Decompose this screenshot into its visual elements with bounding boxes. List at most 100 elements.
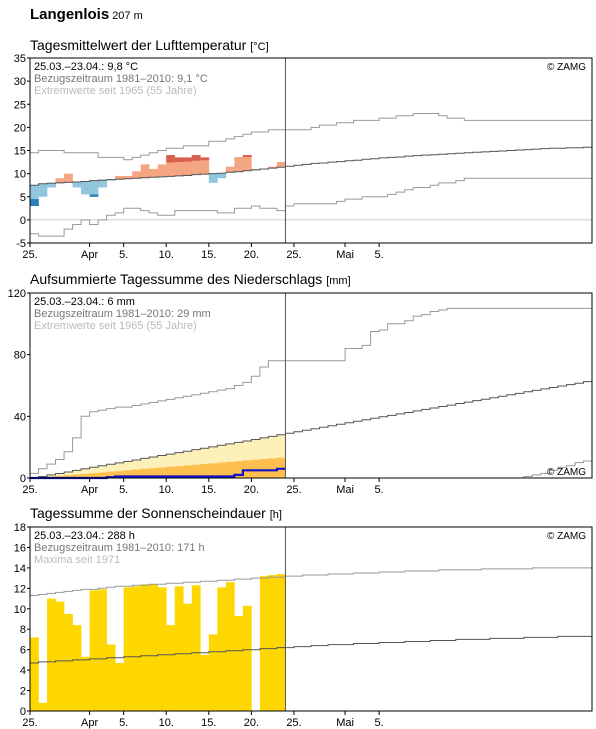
sun-bar xyxy=(268,575,278,711)
station-name: Langenlois xyxy=(30,6,110,23)
sun-ytick-label: 4 xyxy=(20,665,26,677)
precip-panel-title: Aufsummierte Tagessumme des Niederschlag… xyxy=(30,271,351,287)
sun-ytick-label: 16 xyxy=(14,542,26,554)
temp-bar xyxy=(64,173,73,183)
sun-bar xyxy=(174,586,184,711)
sun-info-line: Bezugszeitraum 1981–2010: 171 h xyxy=(34,542,205,554)
sun-ytick-label: 2 xyxy=(20,686,26,698)
temp-bar-extreme xyxy=(30,199,39,206)
precip-xtick-label: Apr xyxy=(81,484,98,496)
temp-bar xyxy=(47,183,56,188)
sun-ytick-label: 12 xyxy=(14,583,26,595)
sun-xtick-label: 25. xyxy=(286,717,301,729)
precip-max-line xyxy=(30,307,592,474)
sun-bar xyxy=(115,662,124,711)
temp-bar xyxy=(149,169,159,178)
precip-xtick-label: 15. xyxy=(201,484,216,496)
precip-ytick-label: 80 xyxy=(14,350,26,362)
temp-bar-extreme xyxy=(166,155,176,163)
sun-normal-line xyxy=(30,635,592,664)
sun-bar xyxy=(106,644,116,711)
temp-bar xyxy=(268,166,278,169)
temp-xtick-label: 5. xyxy=(375,249,384,261)
sun-bar xyxy=(140,584,150,711)
sun-ytick-label: 6 xyxy=(20,645,26,657)
temp-title: Tagesmittelwert der Lufttemperatur xyxy=(30,37,247,53)
precip-unit: [mm] xyxy=(326,275,351,287)
sun-bar xyxy=(55,601,65,711)
precip-normal-line xyxy=(30,381,592,479)
temp-info-line: 25.03.–23.04.: 9,8 °C xyxy=(34,61,138,73)
sun-panel-title: Tagessumme der Sonnenscheindauer [h] xyxy=(30,505,282,521)
precip-chart: 0 40 80 120 25. Apr 5. 10. 15. 20. 25. Mai 5. 25.03.–… xyxy=(8,288,593,496)
temp-ytick-label: 5 xyxy=(20,192,26,204)
precip-title: Aufsummierte Tagessumme des Niederschlag… xyxy=(30,271,323,287)
temp-bar xyxy=(166,155,176,177)
temp-ytick-label: 0 xyxy=(20,215,26,227)
temp-xtick-label: 10. xyxy=(159,249,174,261)
temp-bar xyxy=(30,185,39,206)
temp-bar xyxy=(183,157,193,176)
temp-normal-line xyxy=(30,146,592,186)
temp-ytick-label: 25 xyxy=(14,99,26,111)
sun-xtick-label: 5. xyxy=(375,717,384,729)
temp-bar-extreme xyxy=(174,157,184,163)
sun-max-line xyxy=(30,567,592,596)
temp-bar xyxy=(140,164,150,178)
temp-max-line xyxy=(30,113,592,161)
precip-info-line: 25.03.–23.04.: 6 mm xyxy=(34,296,135,308)
precip-xtick-label: 5. xyxy=(119,484,128,496)
sun-unit: [h] xyxy=(269,509,282,521)
precip-ytick-label: 120 xyxy=(8,288,26,300)
sun-xtick-label: 5. xyxy=(119,717,128,729)
temp-bar xyxy=(38,183,48,197)
sun-chart: 0 2 4 6 8 10 12 14 16 18 25. Apr 5. 10. 15. 20. 25. Mai 5.… xyxy=(14,522,593,729)
precip-xtick-label: Mai xyxy=(336,484,354,496)
sun-xtick-label: 15. xyxy=(201,717,216,729)
temp-bar xyxy=(225,166,235,173)
precip-xtick-label: 10. xyxy=(159,484,174,496)
temp-bar xyxy=(55,178,65,183)
sun-bar xyxy=(72,625,82,711)
temp-xtick-label: 15. xyxy=(201,249,216,261)
sun-ytick-label: 18 xyxy=(14,522,26,534)
sun-ytick-label: 0 xyxy=(20,706,26,718)
precip-xtick-label: 25. xyxy=(22,484,37,496)
temp-bar xyxy=(242,155,252,171)
temp-bar xyxy=(208,173,218,183)
precip-frame xyxy=(29,292,593,479)
temp-bar xyxy=(115,175,124,180)
precip-ytick-label: 40 xyxy=(14,411,26,423)
sun-bar xyxy=(208,634,218,711)
precip-info-line: Bezugszeitraum 1981–2010: 29 mm xyxy=(34,308,211,320)
temp-bar xyxy=(81,181,90,195)
temp-panel-title: Tagesmittelwert der Lufttemperatur [°C] xyxy=(30,37,269,53)
sun-bar xyxy=(234,615,244,711)
sun-ytick-label: 14 xyxy=(14,563,26,575)
sun-bar xyxy=(149,584,159,711)
sun-bar xyxy=(81,656,90,711)
precip-info-line: Extremwerte seit 1965 (55 Jahre) xyxy=(34,320,197,332)
temp-xtick-label: Mai xyxy=(336,249,354,261)
temp-xtick-label: 20. xyxy=(244,249,259,261)
sun-info-line: Maxima seit 1971 xyxy=(34,554,120,566)
temp-bar-extreme xyxy=(191,155,201,161)
temp-bar xyxy=(217,173,227,179)
sun-bar xyxy=(225,582,235,711)
temp-ytick-label: 10 xyxy=(14,169,26,181)
temp-bar-extreme xyxy=(242,155,252,157)
sun-title: Tagessumme der Sonnenscheindauer xyxy=(30,505,266,521)
precip-band-lower xyxy=(30,457,286,478)
temp-bar xyxy=(123,175,133,179)
sun-bar xyxy=(30,637,39,711)
temp-bar-extreme xyxy=(183,157,193,162)
precip-xtick-label: 20. xyxy=(244,484,259,496)
precip-xtick-label: 5. xyxy=(375,484,384,496)
temp-bar-extreme xyxy=(200,157,210,161)
temp-xtick-label: 25. xyxy=(22,249,37,261)
sun-bar xyxy=(191,585,201,711)
temp-bar xyxy=(89,180,99,197)
sun-info-line: 25.03.–23.04.: 288 h xyxy=(34,530,135,542)
